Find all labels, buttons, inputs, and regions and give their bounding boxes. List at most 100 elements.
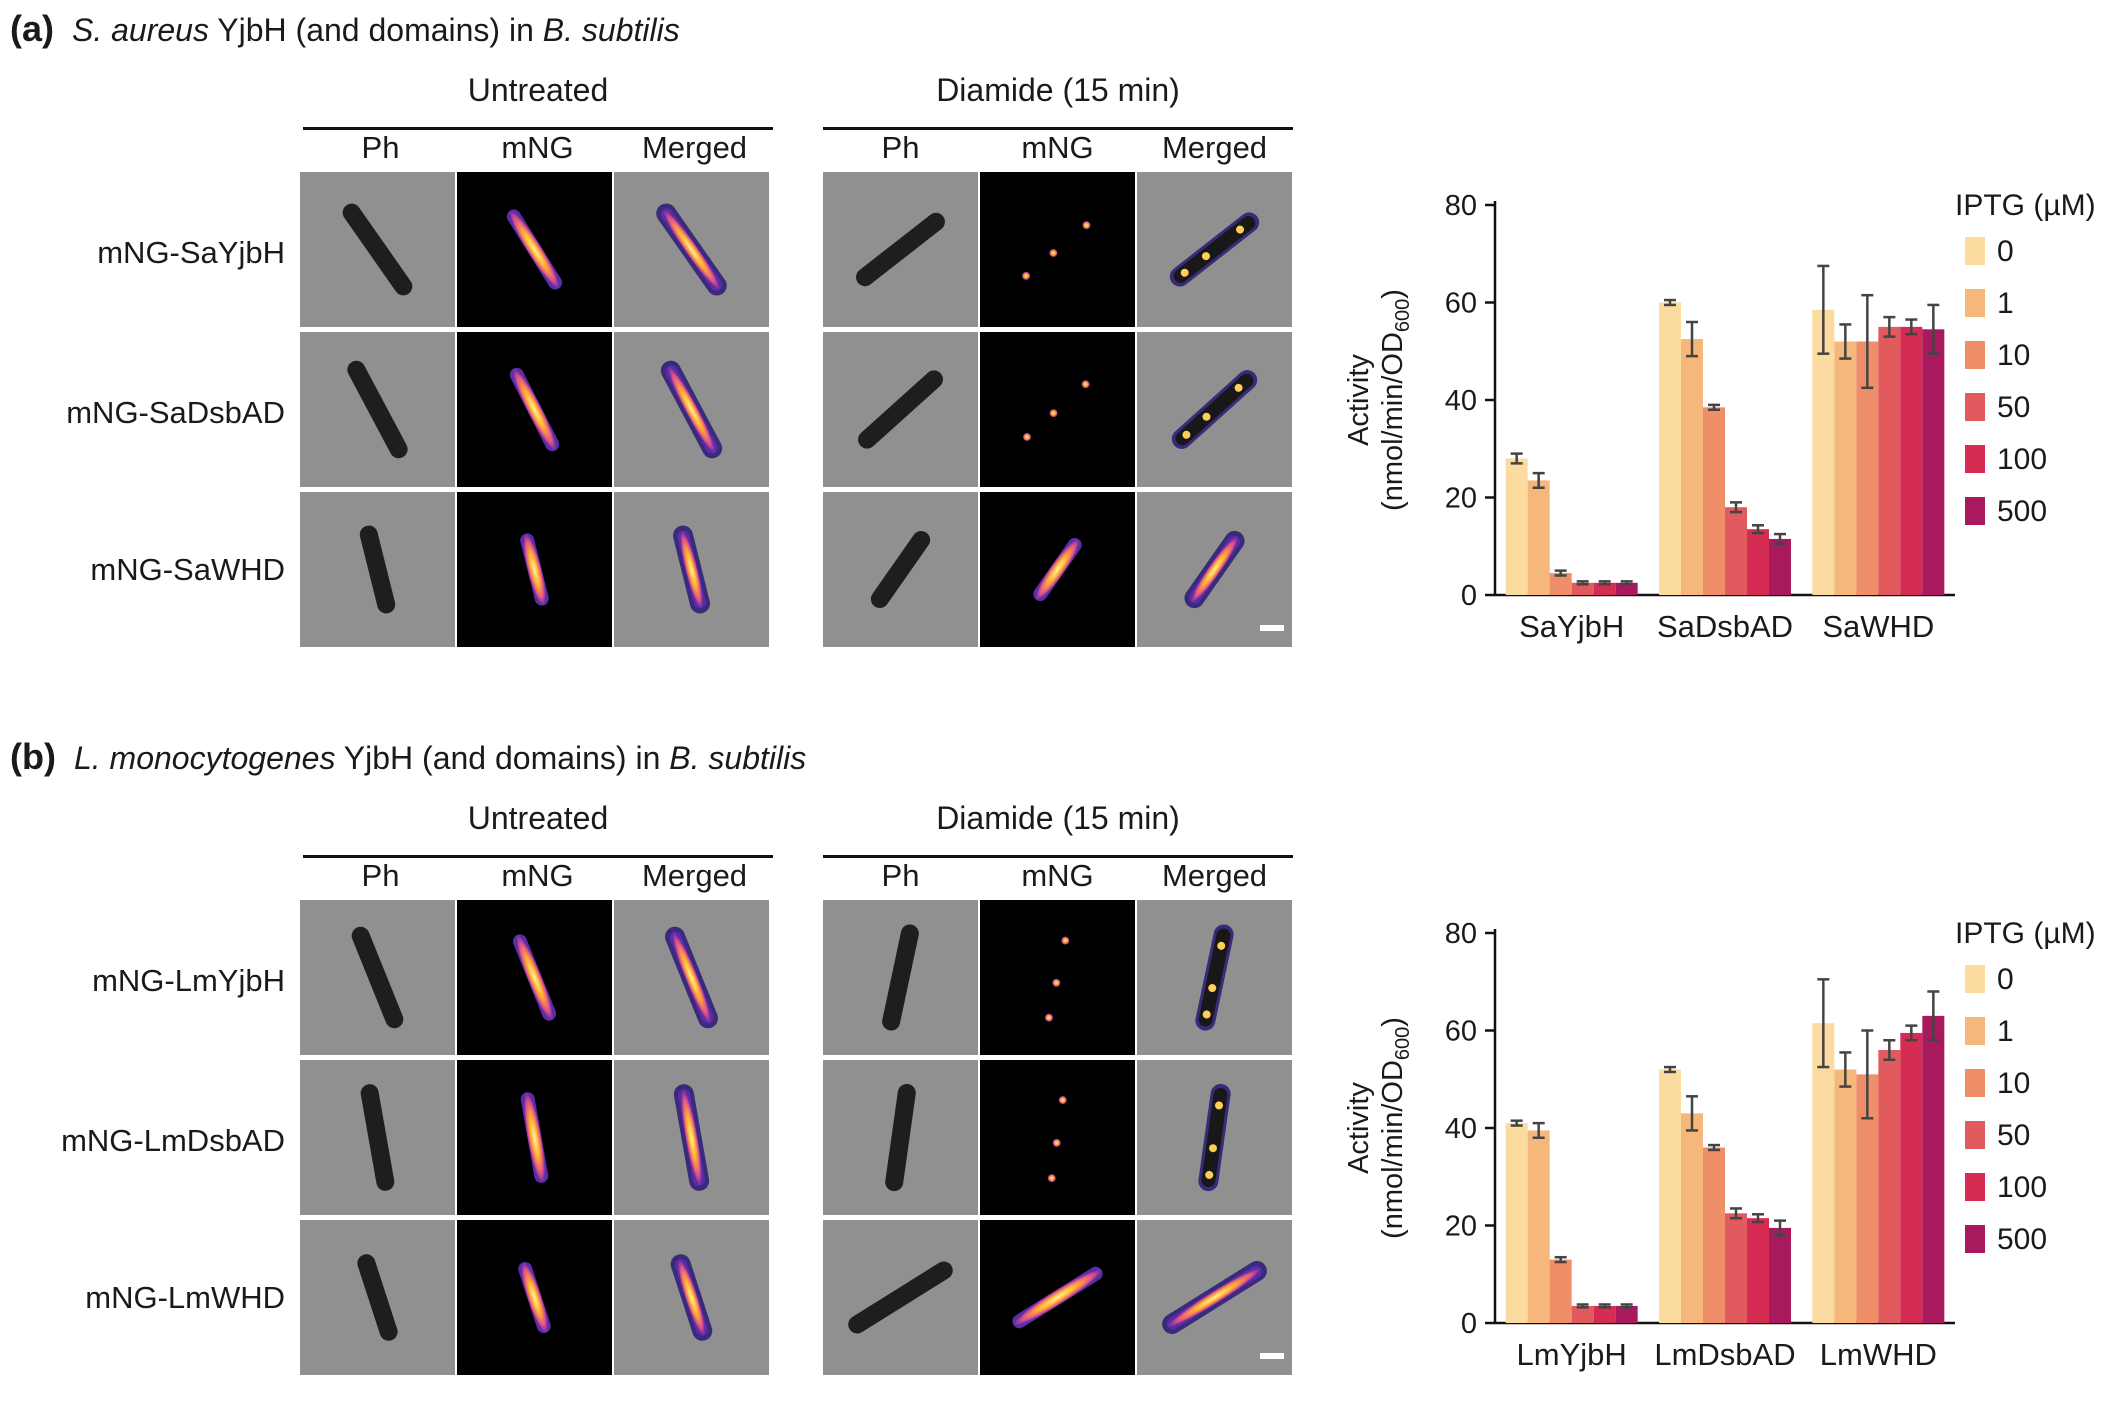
bacterial-cell (342, 203, 413, 296)
fluorescent-focus (1205, 1170, 1214, 1179)
legend-swatch (1965, 1225, 1985, 1253)
fluorescence-image (457, 332, 612, 487)
legend-swatch (1965, 1017, 1985, 1045)
legend-swatch (1965, 393, 1985, 421)
bar (1812, 309, 1835, 595)
y-tick-label: 60 (1445, 288, 1477, 320)
fluorescent-focus (1234, 383, 1243, 392)
fluorescence-image (457, 172, 612, 327)
panel-b-title: (b) L. monocytogenes YjbH (and domains) … (10, 736, 806, 784)
bacterial-cell (347, 360, 408, 459)
x-tick-label: LmYjbH (1517, 1337, 1627, 1372)
fluorescent-cell (518, 1261, 551, 1334)
merged-image (1137, 332, 1292, 487)
x-tick-label: SaYjbH (1519, 609, 1624, 644)
bar (1900, 326, 1923, 595)
fluorescent-cell (1033, 537, 1082, 602)
fluorescent-focus (1236, 225, 1245, 234)
microscopy-image-grid (300, 172, 1292, 647)
group-underline (303, 127, 773, 130)
fluorescence-image (980, 492, 1135, 647)
scale-bar (1260, 625, 1284, 631)
fluorescence-image (980, 172, 1135, 327)
fluorescence-image (457, 1220, 612, 1375)
merged-image (1137, 492, 1292, 647)
y-tick-label: 80 (1445, 190, 1477, 222)
phase-contrast-image (300, 492, 455, 647)
row-label-1: mNG-SaYjbH (97, 235, 285, 270)
bar (1856, 1074, 1879, 1323)
phase-contrast-image (823, 1060, 978, 1215)
fluorescent-focus (1052, 978, 1061, 987)
legend-label: 50 (1997, 1119, 2030, 1152)
merged-image (614, 1060, 769, 1215)
bar-chart-a: 0 20 40 60 80 Activity (nmol/min/OD600) SaYjbH S… (1343, 189, 2096, 644)
fluorescent-focus (1082, 221, 1091, 230)
legend-label: 500 (1997, 495, 2047, 528)
fluorescent-focus (1202, 1010, 1211, 1019)
legend-swatch (1965, 497, 1985, 525)
scale-bar (1260, 1353, 1284, 1359)
legend-label: 50 (1997, 391, 2030, 424)
row-label-1: mNG-LmYjbH (92, 963, 285, 998)
legend-swatch (1965, 965, 1985, 993)
merged-image (614, 900, 769, 1055)
bar (1922, 1015, 1945, 1323)
bar (1593, 1305, 1616, 1323)
legend-label: 0 (1997, 963, 2014, 996)
fluorescent-focus (1049, 248, 1058, 257)
bar (1900, 1032, 1923, 1323)
legend-title: IPTG (µM) (1955, 189, 2096, 222)
bar (1769, 538, 1791, 595)
col-label-ph: Ph (881, 858, 920, 893)
fluorescent-cell (674, 1259, 709, 1336)
fluorescent-cell (669, 931, 714, 1024)
merged-image (614, 172, 769, 327)
fluorescent-focus (1217, 941, 1226, 950)
phase-contrast-image (823, 172, 978, 327)
phase-contrast-image (823, 492, 978, 647)
legend-label: 500 (1997, 1223, 2047, 1256)
bar (1812, 1023, 1835, 1323)
figure-panel-b: (b) L. monocytogenes YjbH (and domains) … (0, 728, 2128, 1428)
figure-panel-a: (a) S. aureus YjbH (and domains) in B. s… (0, 0, 2128, 700)
col-label-mng: mNG (501, 130, 574, 165)
bar (1505, 458, 1528, 595)
group-underline (823, 855, 1293, 858)
bar (1615, 1305, 1638, 1323)
fluorescent-cell (520, 533, 549, 606)
bacterial-cell (882, 924, 919, 1031)
x-tick-label: LmWHD (1820, 1337, 1937, 1372)
y-tick-label: 20 (1445, 483, 1477, 515)
legend-swatch (1965, 1121, 1985, 1149)
bar (1659, 1069, 1681, 1323)
col-label-merged: Merged (641, 858, 748, 893)
fluorescent-focus (1215, 1101, 1224, 1110)
panel-letter: (b) (10, 736, 56, 777)
fluorescent-cell (665, 365, 718, 454)
bar (1769, 1227, 1791, 1323)
fluorescence-image (980, 900, 1135, 1055)
fluorescent-focus (1044, 1013, 1053, 1022)
fluorescent-focus (1022, 271, 1031, 280)
bacterial-cell (357, 1254, 398, 1341)
legend-label: 100 (1997, 443, 2047, 476)
bar (1725, 1213, 1747, 1323)
bar (1571, 1305, 1594, 1323)
group-label-untreated: Untreated (467, 800, 609, 836)
phase-contrast-image (300, 900, 455, 1055)
x-tick-label: SaWHD (1822, 609, 1934, 644)
fluorescent-cell (1166, 1265, 1263, 1330)
legend-swatch (1965, 1173, 1985, 1201)
fluorescent-focus (1182, 430, 1191, 439)
bar (1615, 582, 1638, 595)
merged-image (614, 1220, 769, 1375)
fluorescent-focus (1052, 1138, 1061, 1147)
bar (1922, 329, 1945, 595)
fluorescent-cell (512, 934, 557, 1021)
fluorescence-image (457, 1060, 612, 1215)
merged-image (614, 492, 769, 647)
bar (1747, 1218, 1769, 1323)
bar (1878, 1050, 1901, 1323)
y-axis-label: Activity (1343, 1082, 1375, 1174)
